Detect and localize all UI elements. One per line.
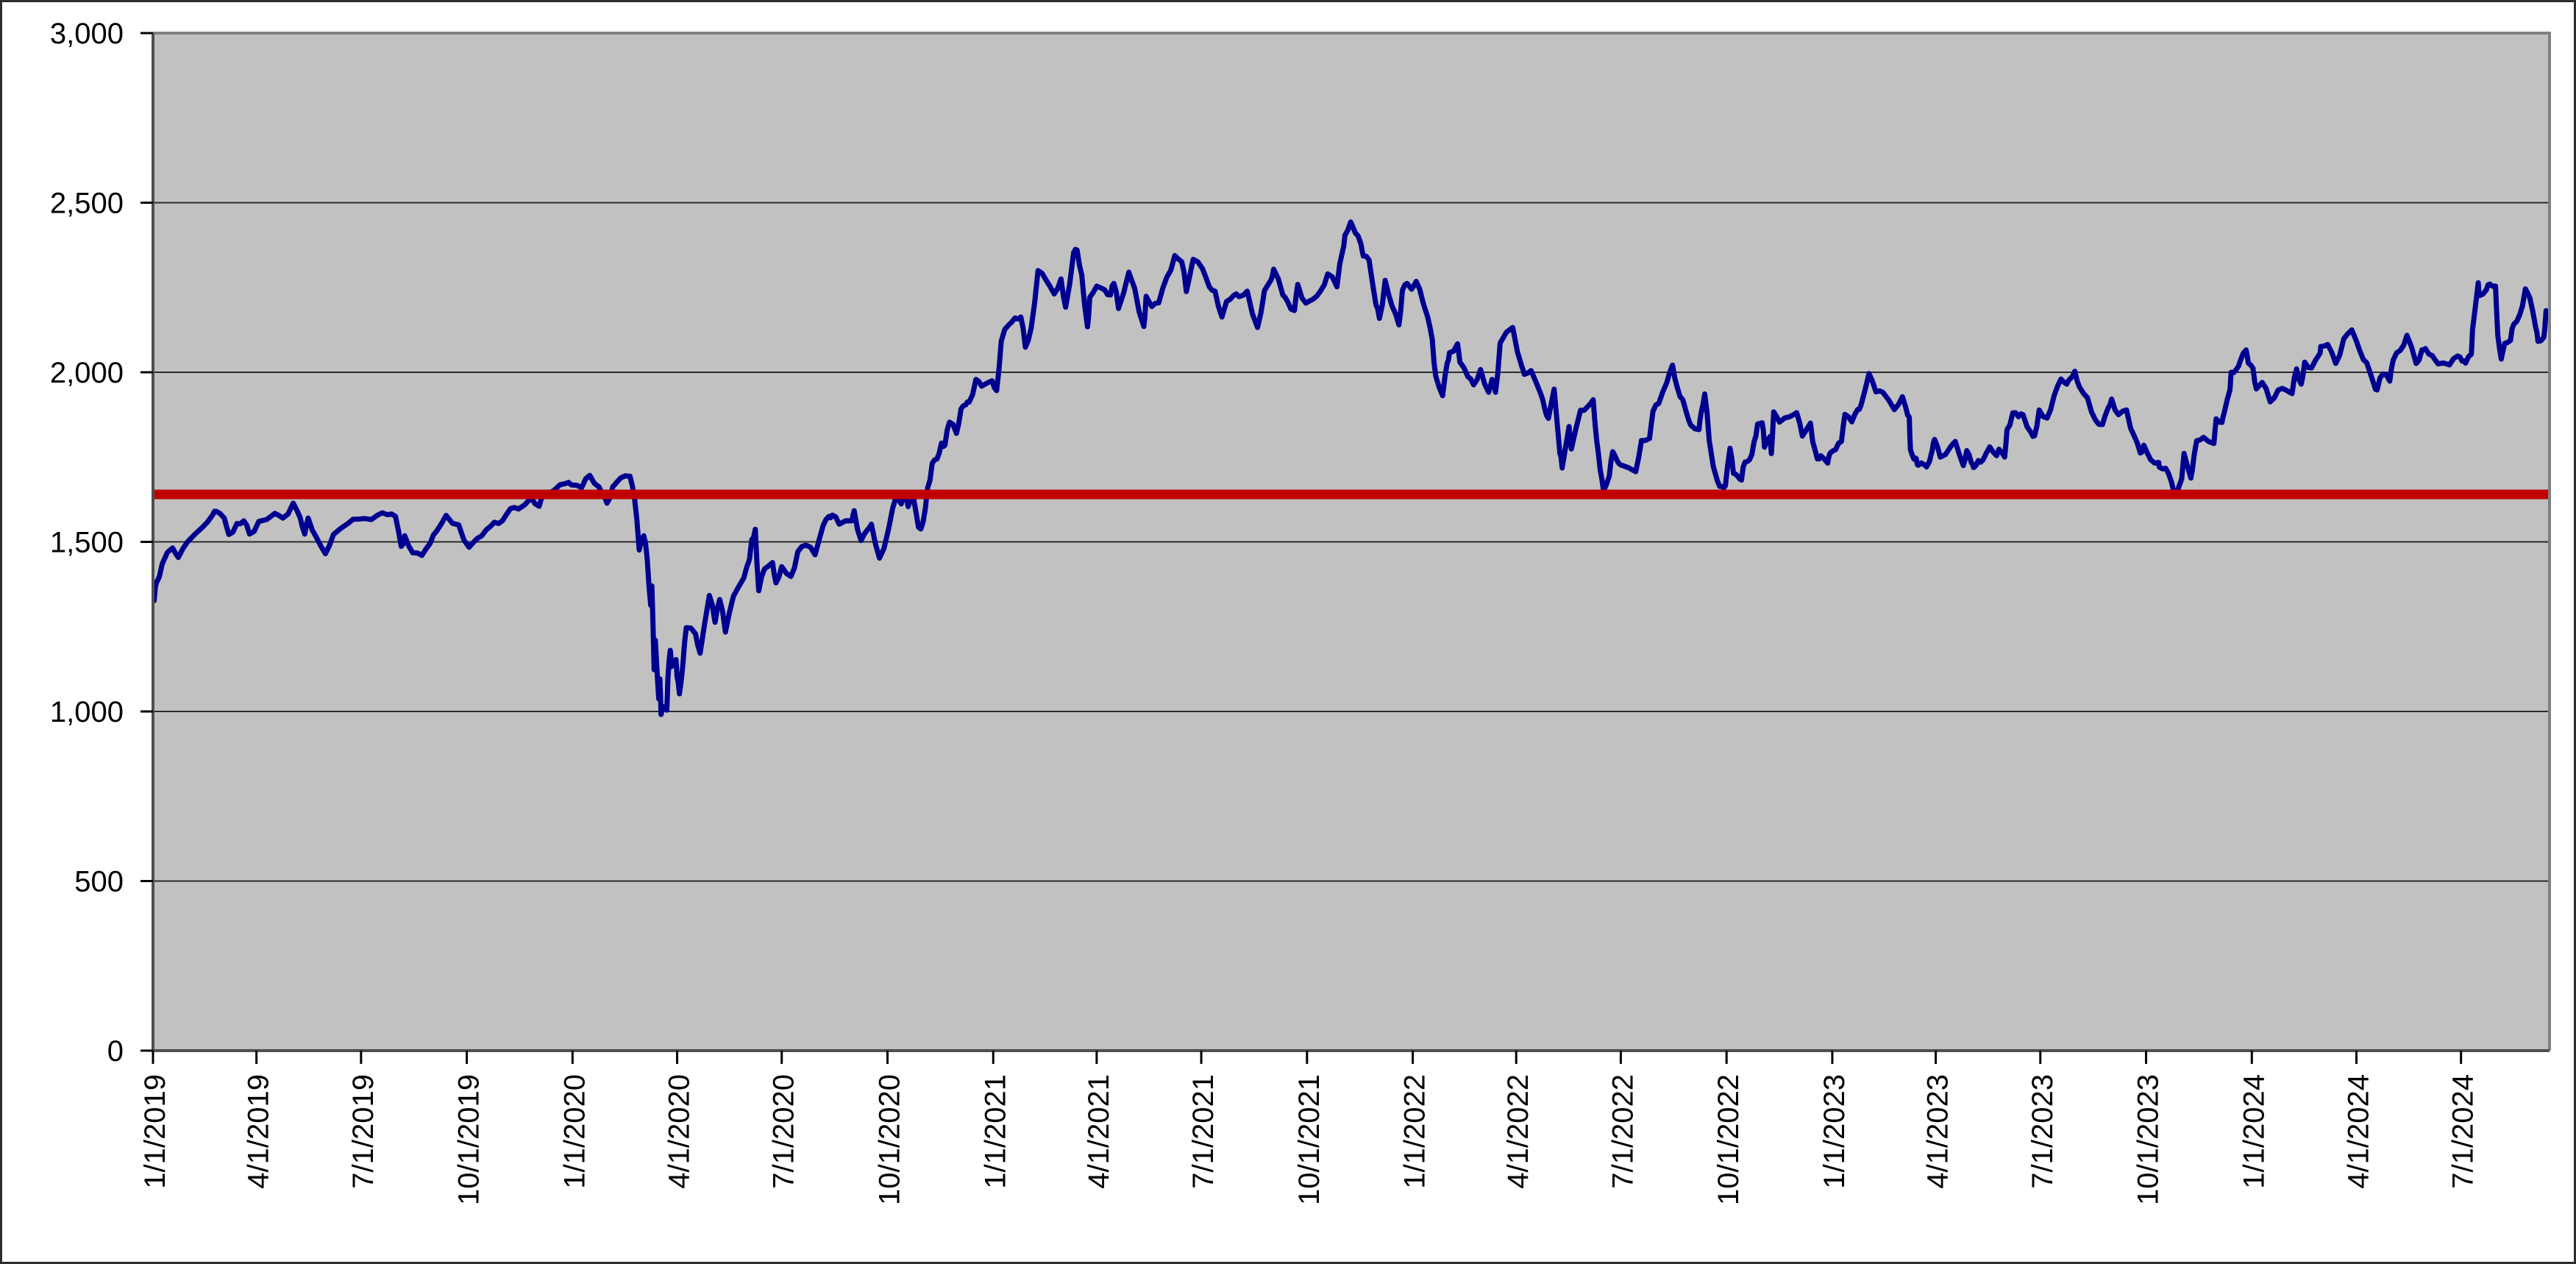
x-axis-tick-label: 1/1/2022: [1399, 1074, 1431, 1189]
y-axis-tick-label: 3,000: [50, 18, 124, 50]
y-axis-tick-label: 1,500: [50, 527, 124, 559]
plot-border: [153, 32, 2551, 1051]
y-axis-tick-label: 2,500: [50, 188, 124, 220]
x-axis-tick-label: 7/1/2024: [2447, 1074, 2480, 1189]
x-axis-tick-label: 1/1/2020: [558, 1074, 591, 1189]
x-axis-tick-label: 10/1/2023: [2132, 1074, 2165, 1205]
x-axis-tick-label: 10/1/2022: [1712, 1074, 1745, 1205]
x-axis-tick-label: 7/1/2021: [1187, 1074, 1220, 1189]
x-axis-tick-label: 4/1/2024: [2342, 1074, 2374, 1189]
x-axis-tick-label: 1/1/2023: [1818, 1074, 1851, 1189]
x-axis-tick-label: 7/1/2020: [768, 1074, 800, 1189]
x-axis-tick-label: 10/1/2021: [1293, 1074, 1326, 1205]
x-axis-tick-label: 10/1/2019: [453, 1074, 485, 1205]
x-axis-tick-label: 10/1/2020: [873, 1074, 905, 1205]
x-axis-tick-label: 7/1/2023: [2027, 1074, 2059, 1189]
x-axis-tick-label: 4/1/2019: [243, 1074, 275, 1189]
x-axis-tick-label: 7/1/2019: [347, 1074, 380, 1189]
x-axis-tick-label: 4/1/2022: [1502, 1074, 1534, 1189]
x-axis-tick-label: 4/1/2023: [1922, 1074, 1954, 1189]
x-axis-tick-label: 1/1/2024: [2238, 1074, 2270, 1189]
y-axis-tick-label: 2,000: [50, 357, 124, 389]
x-axis-tick-label: 7/1/2022: [1607, 1074, 1639, 1189]
x-axis-tick-label: 1/1/2019: [139, 1074, 171, 1189]
x-axis-tick-label: 4/1/2021: [1083, 1074, 1115, 1189]
y-axis-tick-label: 1,000: [50, 696, 124, 728]
y-axis-tick-label: 500: [74, 866, 124, 898]
x-axis-tick-label: 1/1/2021: [979, 1074, 1011, 1189]
price-line-series: [152, 219, 2549, 717]
x-axis-tick-label: 4/1/2020: [663, 1074, 696, 1189]
y-axis-tick-label: 0: [107, 1035, 124, 1068]
